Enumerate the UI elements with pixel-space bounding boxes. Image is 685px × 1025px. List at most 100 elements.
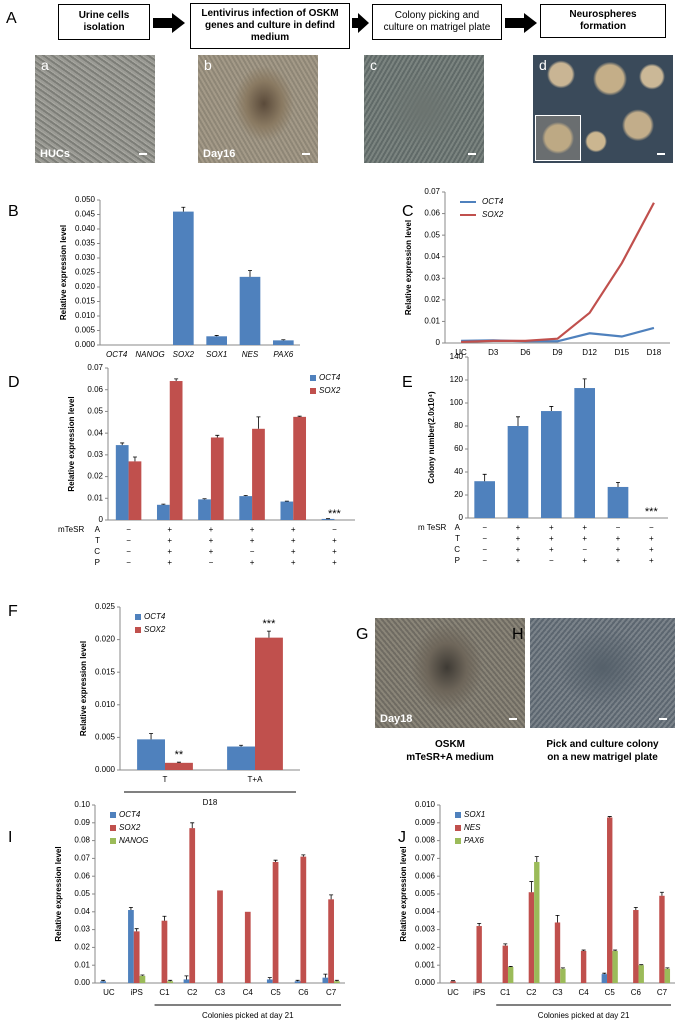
- bar: [502, 945, 508, 983]
- error-bar: [482, 473, 487, 482]
- photo: c: [364, 55, 484, 163]
- condition-sign: +: [332, 558, 337, 567]
- y-tick-label: 0.09: [74, 818, 90, 827]
- bar: [474, 481, 495, 518]
- x-tick-label: D3: [488, 348, 499, 357]
- condition-name: A: [455, 523, 461, 532]
- bar: [128, 910, 134, 983]
- condition-sign: +: [582, 523, 587, 532]
- error-bar: [301, 854, 306, 857]
- y-tick-label: 0.020: [95, 635, 116, 644]
- condition-sign: +: [167, 547, 172, 556]
- bar: [601, 974, 608, 983]
- y-tick-label: 0.009: [415, 818, 436, 827]
- y-axis-label: Relative expression level: [399, 846, 408, 941]
- condition-label: m TeSR: [418, 523, 447, 532]
- error-bar: [214, 335, 219, 337]
- panel-letter: G: [356, 626, 369, 643]
- bar: [321, 518, 335, 520]
- bar: [534, 861, 540, 983]
- y-tick-label: 0.010: [75, 311, 96, 320]
- condition-name: C: [454, 545, 460, 554]
- panel-letter: B: [8, 203, 19, 220]
- y-tick-label: 120: [450, 375, 464, 384]
- panel-letter: C: [402, 203, 414, 220]
- condition-sign: +: [549, 523, 554, 532]
- x-tick-label: iPS: [473, 988, 485, 997]
- y-tick-label: 0.02: [87, 472, 103, 481]
- bar: [173, 211, 194, 345]
- condition-name: T: [95, 536, 100, 545]
- condition-sign: +: [167, 536, 172, 545]
- x-tick-label: C7: [326, 988, 337, 997]
- bar: [541, 411, 562, 518]
- y-tick-label: 0.05: [74, 889, 90, 898]
- y-tick-label: 40: [454, 467, 463, 476]
- error-bar: [616, 481, 620, 487]
- photo-letter: c: [370, 57, 377, 73]
- error-bar: [120, 442, 125, 446]
- x-tick-label: D9: [552, 348, 563, 357]
- bar: [528, 892, 535, 983]
- condition-sign: +: [616, 556, 621, 565]
- legend-swatch: [310, 375, 316, 381]
- condition-sign: +: [209, 536, 214, 545]
- photo-letter: a: [41, 57, 49, 73]
- scale-bar: [302, 153, 310, 155]
- y-tick-label: 0.07: [87, 363, 103, 372]
- x-tick-label: NANOG: [135, 350, 164, 359]
- x-tick-label: UC: [447, 988, 459, 997]
- condition-sign: −: [582, 545, 587, 554]
- inset: [535, 115, 581, 161]
- condition-sign: +: [291, 558, 296, 567]
- scale-bar: [509, 718, 517, 720]
- bar: [161, 920, 168, 983]
- bar: [333, 981, 340, 983]
- flow-arrows: [153, 13, 537, 33]
- condition-sign: +: [332, 547, 337, 556]
- bar: [137, 739, 165, 770]
- y-axis-label: Relative expression level: [79, 641, 88, 736]
- y-tick-label: 0.01: [74, 960, 90, 969]
- bar: [638, 965, 644, 983]
- condition-sign: +: [549, 534, 554, 543]
- x-tick-label: iPS: [130, 988, 142, 997]
- photo-label: HUCs: [40, 148, 70, 160]
- scale-bar: [657, 153, 665, 155]
- bar: [156, 504, 170, 520]
- error-bar: [323, 973, 328, 978]
- legend-swatch: [455, 812, 461, 818]
- bar: [239, 276, 261, 345]
- condition-sign: +: [616, 534, 621, 543]
- x-tick-label: C6: [298, 988, 309, 997]
- x-tick-label: C1: [159, 988, 170, 997]
- x-tick-label: D15: [614, 348, 629, 357]
- photo: b Day16: [198, 55, 318, 163]
- error-bar: [665, 967, 670, 969]
- photo: a HUCs: [35, 55, 155, 163]
- y-tick-label: 0.01: [87, 493, 103, 502]
- y-tick-label: 0.06: [424, 209, 440, 218]
- error-bar: [477, 922, 482, 927]
- flow-box: Lentivirus infection of OSKM genes and c…: [190, 3, 350, 49]
- error-bar: [281, 339, 286, 341]
- bar: [294, 981, 301, 983]
- bar: [169, 381, 183, 520]
- error-bar: [162, 915, 167, 921]
- bar: [100, 981, 107, 983]
- error-bar: [181, 206, 186, 212]
- condition-sign: −: [126, 525, 131, 534]
- bar: [139, 975, 146, 983]
- bar: [612, 950, 618, 983]
- y-tick-label: 0.05: [424, 230, 440, 239]
- bar: [165, 762, 193, 770]
- y-tick-label: 0: [99, 515, 104, 524]
- condition-sign: +: [250, 536, 255, 545]
- panel-letter: H: [512, 626, 524, 643]
- condition-label: mTeSR: [58, 525, 84, 534]
- bar: [580, 950, 587, 983]
- error-bar: [267, 977, 272, 980]
- y-tick-label: 0.045: [75, 210, 96, 219]
- y-tick-label: 0.025: [75, 268, 96, 277]
- error-bar: [248, 270, 252, 277]
